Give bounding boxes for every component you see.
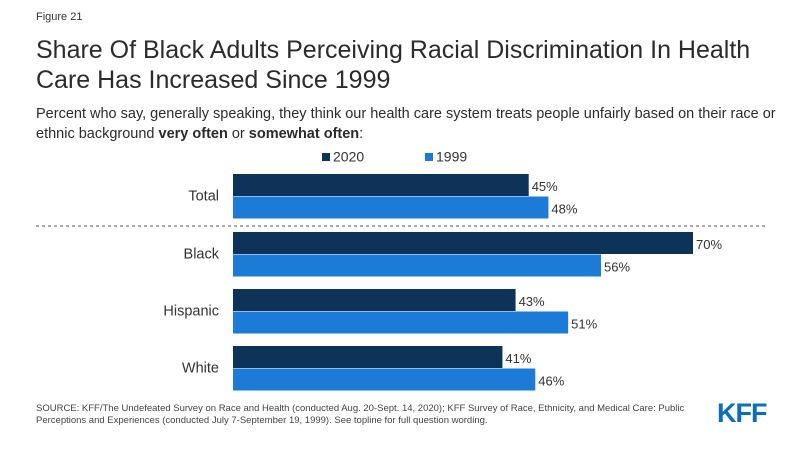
source-note: SOURCE: KFF/The Undefeated Survey on Rac… bbox=[36, 403, 685, 426]
bar-white-1999 bbox=[233, 368, 536, 391]
legend-label-1999: 1999 bbox=[436, 149, 467, 165]
bar-hispanic-2020 bbox=[233, 289, 516, 311]
bar-hispanic-1999 bbox=[233, 311, 569, 334]
bar-black-1999 bbox=[233, 254, 601, 277]
legend-label-2020: 2020 bbox=[333, 149, 364, 165]
bar-total-2020 bbox=[233, 174, 529, 196]
kff-logo: KFF bbox=[717, 398, 767, 428]
data-label-white-1999: 46% bbox=[538, 374, 564, 389]
subtitle-bold-very-often: very often bbox=[158, 126, 228, 142]
legend-swatch-1999 bbox=[425, 153, 433, 161]
data-label-white-2020: 41% bbox=[505, 351, 531, 366]
subtitle-text: Percent who say, generally speaking, the… bbox=[36, 106, 776, 142]
legend-swatch-2020 bbox=[322, 153, 330, 161]
bar-total-1999 bbox=[233, 196, 549, 219]
category-label-total: Total bbox=[188, 189, 219, 205]
chart-title: Share Of Black Adults Perceiving Racial … bbox=[36, 36, 751, 94]
data-label-hispanic-1999: 51% bbox=[571, 317, 597, 332]
data-label-black-2020: 70% bbox=[696, 237, 722, 252]
chart-subtitle: Percent who say, generally speaking, the… bbox=[36, 104, 776, 144]
bar-chart: 2020 1999 Total 45% 48% Black 70% 56% Hispanic 43… bbox=[36, 149, 765, 391]
category-label-hispanic: Hispanic bbox=[163, 304, 219, 320]
figure-label: Figure 21 bbox=[36, 11, 83, 23]
data-label-black-1999: 56% bbox=[604, 260, 630, 275]
bar-white-2020 bbox=[233, 346, 503, 368]
data-label-total-1999: 48% bbox=[551, 202, 577, 217]
subtitle-bold-somewhat-often: somewhat often bbox=[248, 126, 360, 142]
data-label-total-2020: 45% bbox=[532, 179, 558, 194]
subtitle-or: or bbox=[227, 126, 249, 142]
category-label-white: White bbox=[182, 361, 219, 377]
category-label-black: Black bbox=[184, 247, 220, 263]
bar-black-2020 bbox=[233, 232, 693, 254]
subtitle-colon: : bbox=[359, 126, 364, 142]
data-label-hispanic-2020: 43% bbox=[519, 294, 545, 309]
